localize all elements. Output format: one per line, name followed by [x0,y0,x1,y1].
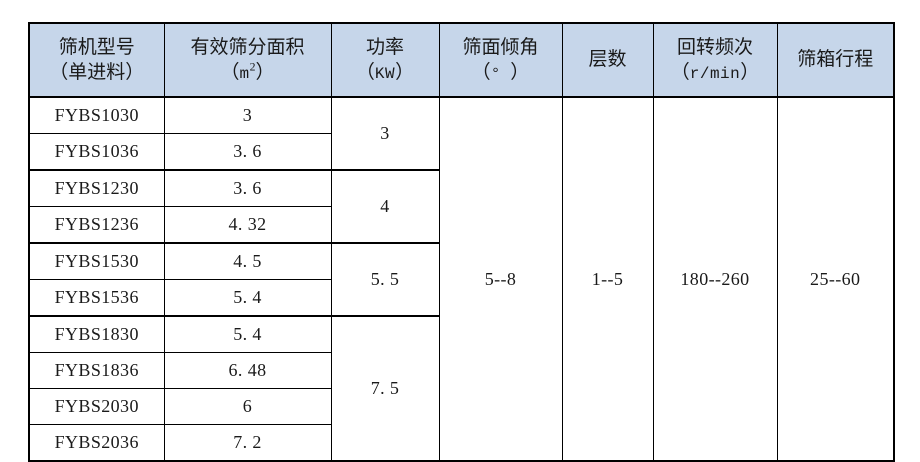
column-header-stroke-line1: 筛箱行程 [797,49,874,71]
table-row: FYBS1236 4. 32 [28,206,894,244]
cell-power: 5. 5 [330,242,440,317]
cell-model: FYBS1036 [28,133,165,171]
column-header-angle-unit: （° ） [471,61,530,83]
table-row: FYBS1530 4. 5 5. 5 [28,242,894,317]
cell-area: 5. 4 [163,315,332,353]
column-header-power: 功率 （KW） [330,22,440,98]
spec-table-container: 筛机型号 （单进料） 有效筛分面积 （m2） 功率 （KW） 筛面倾角 （° ）… [28,22,895,462]
cell-area: 3. 6 [163,169,332,207]
table-row: FYBS1030 3 3 5--8 1--5 180--260 25--60 [28,96,895,462]
unit-text-angle: ° [490,64,501,83]
column-header-layers-line1: 层数 [588,49,627,71]
unit-text-area: m [239,64,250,83]
cell-stroke: 25--60 [776,96,895,462]
column-header-angle-line1: 筛面倾角 [462,36,539,58]
screen-machine-spec-table: 筛机型号 （单进料） 有效筛分面积 （m2） 功率 （KW） 筛面倾角 （° ）… [28,22,895,462]
cell-power: 7. 5 [330,315,440,462]
cell-area: 6 [163,388,332,425]
cell-area: 4. 5 [163,242,332,280]
table-row: FYBS2030 6 [28,388,894,425]
cell-power: 4 [330,169,440,244]
cell-model: FYBS2030 [28,388,165,425]
column-header-area-unit: （m2） [220,60,275,83]
cell-model: FYBS1830 [28,315,165,353]
cell-area: 3. 6 [163,133,332,171]
column-header-model-line1: 筛机型号 [58,36,135,58]
cell-model: FYBS1030 [28,96,165,134]
cell-area: 4. 32 [163,206,332,244]
unit-superscript-area: 2 [249,60,256,74]
column-header-area: 有效筛分面积 （m2） [163,22,332,98]
cell-area: 5. 4 [163,279,332,317]
column-header-freq: 回转频次 （r/min） [652,22,778,98]
table-row: FYBS1836 6. 48 [28,352,894,389]
cell-model: FYBS2036 [28,424,165,462]
cell-layers: 1--5 [561,96,654,462]
cell-freq: 180--260 [652,96,778,462]
cell-area: 6. 48 [163,352,332,389]
table-header-row: 筛机型号 （单进料） 有效筛分面积 （m2） 功率 （KW） 筛面倾角 （° ）… [28,22,895,98]
column-header-freq-line1: 回转频次 [676,36,753,58]
column-header-area-line1: 有效筛分面积 [190,36,305,58]
table-body: FYBS1030 3 3 5--8 1--5 180--260 25--60 FYBS1036… [28,96,895,462]
cell-power: 3 [330,96,440,171]
unit-text-freq: r/min [689,64,741,83]
cell-angle: 5--8 [438,96,563,462]
cell-area: 3 [163,96,332,134]
table-row: FYBS1036 3. 6 [28,133,894,171]
table-row: FYBS2036 7. 2 [28,424,894,462]
column-header-power-line1: 功率 [365,36,404,58]
cell-model: FYBS1530 [28,242,165,280]
column-header-model-line2: （单进料） [49,62,145,83]
cell-model: FYBS1836 [28,352,165,389]
unit-text-power: KW [374,64,396,83]
cell-model: FYBS1236 [28,206,165,244]
cell-model: FYBS1230 [28,169,165,207]
column-header-layers: 层数 [561,22,654,98]
column-header-angle: 筛面倾角 （° ） [438,22,563,98]
cell-area: 7. 2 [163,424,332,462]
column-header-stroke: 筛箱行程 [776,22,895,98]
column-header-power-unit: （KW） [355,61,415,83]
column-header-model: 筛机型号 （单进料） [28,22,165,98]
cell-model: FYBS1536 [28,279,165,317]
table-row: FYBS1536 5. 4 [28,279,894,317]
column-header-freq-unit: （r/min） [670,61,760,83]
